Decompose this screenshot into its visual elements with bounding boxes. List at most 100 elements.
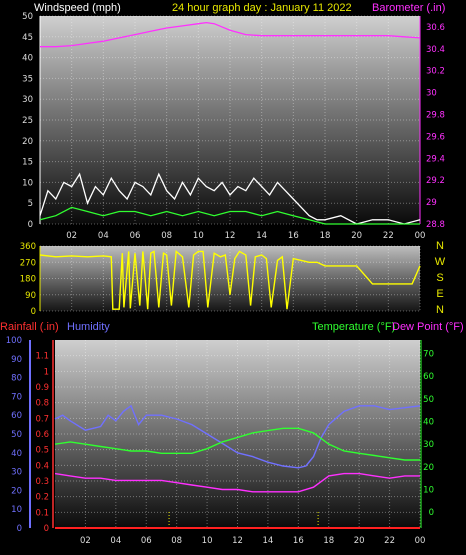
rain-y-tick: 0 [44, 524, 49, 534]
temp-y-tick: 50 [423, 395, 434, 405]
temp-panel-bg [55, 340, 420, 528]
wind-x-tick: 12 [225, 231, 236, 241]
dir-y-tick: 270 [20, 258, 36, 268]
baro-y-tick: 29 [426, 198, 437, 208]
temp-y-tick: 70 [423, 350, 434, 360]
temp-x-tick: 18 [323, 536, 334, 546]
wind-y-tick: 35 [22, 74, 33, 84]
humidity-y-tick: 50 [11, 430, 22, 440]
baro-y-tick: 30.4 [426, 45, 445, 55]
compass-n: N [436, 304, 444, 316]
series-wind-gust [39, 172, 421, 225]
temp-y-tick: 0 [429, 508, 434, 518]
wind-y-tick: 50 [22, 12, 33, 22]
humidity-y-tick: 100 [6, 336, 22, 346]
humidity-y-tick: 80 [11, 374, 22, 384]
wind-x-tick: 02 [66, 231, 77, 241]
wind-y-tick: 45 [22, 33, 33, 43]
rain-y-tick: 1 [44, 367, 49, 377]
wind-y-tick: 5 [28, 199, 33, 209]
humidity-y-tick: 60 [11, 411, 22, 421]
rain-y-tick: 0.1 [35, 508, 49, 518]
series-wind-average [39, 206, 420, 225]
rain-y-tick: 0.5 [35, 446, 49, 456]
wind-y-tick: 10 [22, 178, 33, 188]
wind-y-tick: 20 [22, 137, 33, 147]
rain-y-tick: 0.2 [35, 493, 49, 503]
dir-y-tick: 180 [20, 275, 36, 285]
barometer-label: Barometer (.in) [372, 2, 445, 14]
dir-y-tick: 90 [25, 291, 36, 301]
wind-x-tick: 10 [193, 231, 204, 241]
compass-w: W [435, 256, 446, 268]
baro-y-tick: 30.2 [426, 67, 445, 77]
temp-x-tick: 02 [80, 536, 91, 546]
temp-x-tick: 20 [354, 536, 365, 546]
rain-y-tick: 0.9 [35, 383, 49, 393]
wind-x-tick: 08 [161, 231, 172, 241]
temp-x-tick: 04 [110, 536, 121, 546]
series-humidity [54, 404, 421, 469]
wind-x-tick: 06 [130, 231, 141, 241]
wind-x-tick: 16 [288, 231, 299, 241]
temp-x-tick: 12 [232, 536, 243, 546]
humidity-y-tick: 40 [11, 449, 22, 459]
compass-n: N [436, 240, 444, 252]
compass-e: E [436, 288, 443, 300]
wind-y-tick: 25 [22, 116, 33, 126]
baro-y-tick: 28.8 [426, 220, 445, 230]
baro-y-tick: 29.6 [426, 132, 445, 142]
series-dew-point-f- [54, 472, 420, 493]
humidity-y-tick: 20 [11, 486, 22, 496]
temp-y-tick: 30 [423, 440, 434, 450]
series-direction [39, 249, 421, 310]
wind-x-tick: 00 [415, 231, 426, 241]
temp-x-tick: 16 [293, 536, 304, 546]
rain-y-tick: 0.6 [35, 430, 49, 440]
humidity-y-tick: 10 [11, 505, 22, 515]
wind-x-tick: 20 [351, 231, 362, 241]
temp-y-tick: 60 [423, 372, 434, 382]
graph-title: 24 hour graph day : January 11 2022 [172, 2, 352, 14]
wind-x-tick: 04 [98, 231, 109, 241]
temp-x-tick: 06 [141, 536, 152, 546]
wind-panel-bg [40, 16, 420, 224]
rain-y-tick: 1.1 [35, 352, 49, 362]
temp-y-tick: 10 [423, 485, 434, 495]
compass-s: S [436, 272, 443, 284]
series-barometer-in- [40, 21, 421, 48]
humidity-y-tick: 90 [11, 355, 22, 365]
baro-y-tick: 29.4 [426, 154, 445, 164]
dew-point-label: Dew Point (°F) [392, 321, 464, 333]
rain-y-tick: 0.8 [35, 399, 49, 409]
wind-y-tick: 30 [22, 95, 33, 105]
wind-x-tick: 14 [256, 231, 267, 241]
wind-y-tick: 15 [22, 158, 33, 168]
temp-y-tick: 40 [423, 418, 434, 428]
windspeed-label: Windspeed (mph) [34, 2, 121, 14]
wind-x-tick: 18 [320, 231, 331, 241]
humidity-label: Humidity [67, 321, 110, 333]
dir-y-tick: 0 [31, 307, 36, 317]
wind-y-tick: 40 [22, 54, 33, 64]
rainfall-label: Rainfall (.in) [0, 321, 59, 333]
baro-y-tick: 29.8 [426, 111, 445, 121]
wind-x-tick: 22 [383, 231, 394, 241]
temperature-label: Temperature (°F) [312, 321, 395, 333]
rain-y-tick: 0.3 [35, 477, 49, 487]
humidity-y-tick: 70 [11, 392, 22, 402]
baro-y-tick: 29.2 [426, 176, 445, 186]
temp-x-tick: 14 [263, 536, 274, 546]
temp-x-tick: 08 [171, 536, 182, 546]
dir-y-tick: 360 [20, 242, 36, 252]
temp-y-tick: 20 [423, 463, 434, 473]
temp-x-tick: 10 [202, 536, 213, 546]
temp-x-tick: 00 [415, 536, 426, 546]
rain-y-tick: 0.7 [35, 414, 49, 424]
humidity-y-tick: 0 [17, 524, 22, 534]
baro-y-tick: 30 [426, 89, 437, 99]
direction-panel-bg [40, 246, 420, 311]
humidity-y-tick: 30 [11, 468, 22, 478]
baro-y-tick: 30.6 [426, 23, 445, 33]
